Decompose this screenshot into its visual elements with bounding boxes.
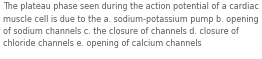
Text: The plateau phase seen during the action potential of a cardiac
muscle cell is d: The plateau phase seen during the action…	[3, 2, 259, 48]
